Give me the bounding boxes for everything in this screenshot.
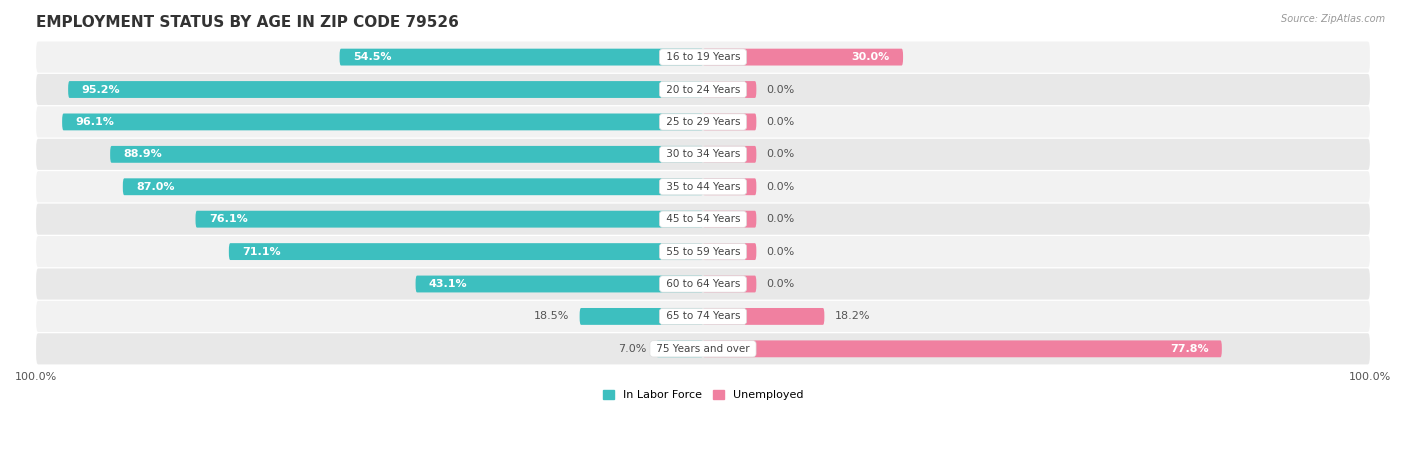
FancyBboxPatch shape bbox=[37, 41, 1369, 72]
FancyBboxPatch shape bbox=[416, 275, 703, 292]
FancyBboxPatch shape bbox=[703, 146, 756, 163]
Text: 96.1%: 96.1% bbox=[76, 117, 114, 127]
Text: 77.8%: 77.8% bbox=[1170, 344, 1209, 354]
FancyBboxPatch shape bbox=[37, 106, 1369, 138]
FancyBboxPatch shape bbox=[67, 81, 703, 98]
FancyBboxPatch shape bbox=[37, 269, 1369, 300]
Text: 95.2%: 95.2% bbox=[82, 85, 120, 94]
Text: 60 to 64 Years: 60 to 64 Years bbox=[662, 279, 744, 289]
Text: 18.2%: 18.2% bbox=[834, 311, 870, 321]
Text: 30 to 34 Years: 30 to 34 Years bbox=[662, 149, 744, 159]
FancyBboxPatch shape bbox=[37, 236, 1369, 267]
Text: 88.9%: 88.9% bbox=[124, 149, 162, 159]
Text: EMPLOYMENT STATUS BY AGE IN ZIP CODE 79526: EMPLOYMENT STATUS BY AGE IN ZIP CODE 795… bbox=[37, 15, 458, 30]
FancyBboxPatch shape bbox=[703, 113, 756, 130]
FancyBboxPatch shape bbox=[703, 211, 756, 228]
FancyBboxPatch shape bbox=[122, 178, 703, 195]
FancyBboxPatch shape bbox=[703, 243, 756, 260]
Text: 30.0%: 30.0% bbox=[852, 52, 890, 62]
FancyBboxPatch shape bbox=[657, 340, 703, 357]
Text: 0.0%: 0.0% bbox=[766, 182, 794, 192]
FancyBboxPatch shape bbox=[229, 243, 703, 260]
Text: 35 to 44 Years: 35 to 44 Years bbox=[662, 182, 744, 192]
Text: 55 to 59 Years: 55 to 59 Years bbox=[662, 247, 744, 256]
Text: 75 Years and over: 75 Years and over bbox=[652, 344, 754, 354]
FancyBboxPatch shape bbox=[703, 275, 756, 292]
Text: 20 to 24 Years: 20 to 24 Years bbox=[662, 85, 744, 94]
FancyBboxPatch shape bbox=[37, 171, 1369, 202]
FancyBboxPatch shape bbox=[62, 113, 703, 130]
FancyBboxPatch shape bbox=[37, 139, 1369, 170]
FancyBboxPatch shape bbox=[703, 178, 756, 195]
Text: 0.0%: 0.0% bbox=[766, 214, 794, 224]
Text: 76.1%: 76.1% bbox=[209, 214, 247, 224]
FancyBboxPatch shape bbox=[37, 203, 1369, 235]
Text: 71.1%: 71.1% bbox=[242, 247, 281, 256]
FancyBboxPatch shape bbox=[37, 301, 1369, 332]
Text: 25 to 29 Years: 25 to 29 Years bbox=[662, 117, 744, 127]
FancyBboxPatch shape bbox=[110, 146, 703, 163]
FancyBboxPatch shape bbox=[703, 49, 903, 66]
Text: 7.0%: 7.0% bbox=[619, 344, 647, 354]
Text: 0.0%: 0.0% bbox=[766, 279, 794, 289]
Text: 87.0%: 87.0% bbox=[136, 182, 174, 192]
FancyBboxPatch shape bbox=[37, 333, 1369, 364]
Text: 0.0%: 0.0% bbox=[766, 85, 794, 94]
Text: Source: ZipAtlas.com: Source: ZipAtlas.com bbox=[1281, 14, 1385, 23]
FancyBboxPatch shape bbox=[340, 49, 703, 66]
Text: 18.5%: 18.5% bbox=[534, 311, 569, 321]
FancyBboxPatch shape bbox=[703, 308, 824, 325]
Text: 0.0%: 0.0% bbox=[766, 117, 794, 127]
Text: 65 to 74 Years: 65 to 74 Years bbox=[662, 311, 744, 321]
FancyBboxPatch shape bbox=[703, 81, 756, 98]
FancyBboxPatch shape bbox=[195, 211, 703, 228]
Text: 0.0%: 0.0% bbox=[766, 149, 794, 159]
FancyBboxPatch shape bbox=[579, 308, 703, 325]
Text: 0.0%: 0.0% bbox=[766, 247, 794, 256]
Text: 16 to 19 Years: 16 to 19 Years bbox=[662, 52, 744, 62]
Legend: In Labor Force, Unemployed: In Labor Force, Unemployed bbox=[598, 386, 808, 405]
Text: 45 to 54 Years: 45 to 54 Years bbox=[662, 214, 744, 224]
FancyBboxPatch shape bbox=[703, 340, 1222, 357]
FancyBboxPatch shape bbox=[37, 74, 1369, 105]
Text: 54.5%: 54.5% bbox=[353, 52, 391, 62]
Text: 43.1%: 43.1% bbox=[429, 279, 468, 289]
